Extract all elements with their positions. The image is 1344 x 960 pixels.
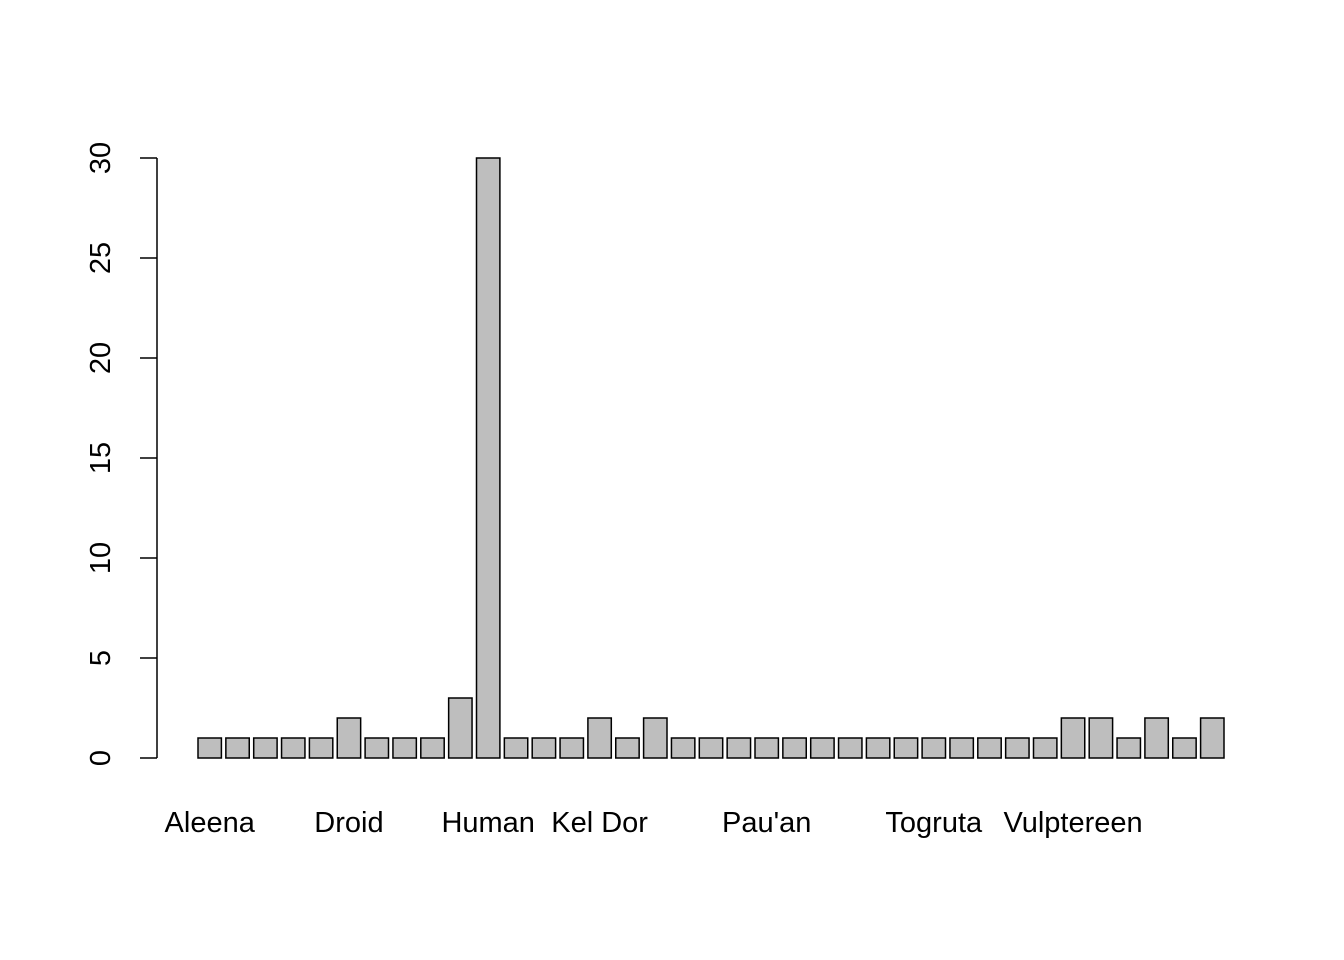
bar [447, 697, 473, 759]
y-tick-label: 10 [85, 542, 117, 574]
x-tick-label: Vulptereen [1003, 807, 1142, 839]
bar [475, 157, 501, 759]
bar [364, 737, 390, 759]
bar [1032, 737, 1058, 759]
bar [559, 737, 585, 759]
bar [252, 737, 278, 759]
bar [949, 737, 975, 759]
y-tick-label: 15 [85, 442, 117, 474]
bar [615, 737, 640, 759]
bar [977, 737, 1002, 759]
bar [1060, 717, 1086, 759]
bar [225, 737, 251, 759]
y-axis: 0 5 10 15 20 25 30 [85, 142, 158, 766]
bars [197, 157, 1225, 759]
bar [670, 737, 696, 759]
bar [1088, 717, 1114, 759]
x-tick-label: Human [441, 807, 535, 839]
bar [392, 737, 418, 759]
y-tick-label: 30 [85, 142, 117, 174]
bar [726, 737, 752, 759]
bar [921, 737, 947, 759]
bar [1004, 737, 1030, 759]
y-tick-label: 25 [85, 242, 117, 274]
y-tick-label: 20 [85, 342, 117, 374]
bar [1172, 737, 1197, 759]
bar [308, 737, 334, 759]
bar [280, 737, 306, 759]
bar [336, 717, 362, 759]
x-tick-label: Droid [314, 807, 383, 839]
bar [865, 737, 891, 759]
bar [1116, 737, 1142, 759]
bar [420, 737, 445, 759]
bar [809, 737, 835, 759]
bar [837, 737, 863, 759]
x-tick-label: Togruta [885, 807, 983, 839]
y-tick-label: 0 [85, 750, 117, 766]
bar [698, 737, 724, 759]
bar [503, 737, 529, 759]
bar [1144, 717, 1170, 759]
bar [197, 737, 223, 759]
x-tick-label: Aleena [165, 807, 256, 839]
bar [893, 737, 919, 759]
bar [531, 737, 557, 759]
bar [782, 737, 807, 759]
y-tick-label: 5 [85, 650, 117, 666]
bar [587, 717, 613, 759]
bar [1199, 717, 1225, 759]
x-tick-label: Pau'an [722, 807, 811, 839]
bar [642, 717, 668, 759]
x-tick-label: Kel Dor [551, 807, 648, 839]
bar [754, 737, 780, 759]
x-axis-labels: Aleena Droid Human Kel Dor Pau'an Togruta Vulp… [165, 807, 1143, 839]
